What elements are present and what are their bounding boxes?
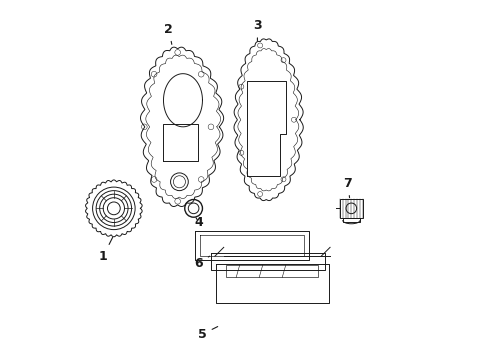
Text: 5: 5 xyxy=(198,327,218,341)
Text: 6: 6 xyxy=(195,256,210,270)
Bar xyxy=(340,199,363,218)
Text: 4: 4 xyxy=(195,216,203,229)
Text: 3: 3 xyxy=(253,19,262,41)
Bar xyxy=(225,265,318,278)
Bar xyxy=(343,218,360,222)
Text: 7: 7 xyxy=(343,177,352,198)
Text: 2: 2 xyxy=(165,23,173,44)
Text: 1: 1 xyxy=(99,238,113,263)
